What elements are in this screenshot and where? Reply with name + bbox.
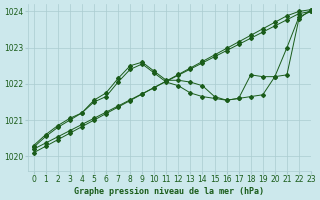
X-axis label: Graphe pression niveau de la mer (hPa): Graphe pression niveau de la mer (hPa) (74, 187, 264, 196)
